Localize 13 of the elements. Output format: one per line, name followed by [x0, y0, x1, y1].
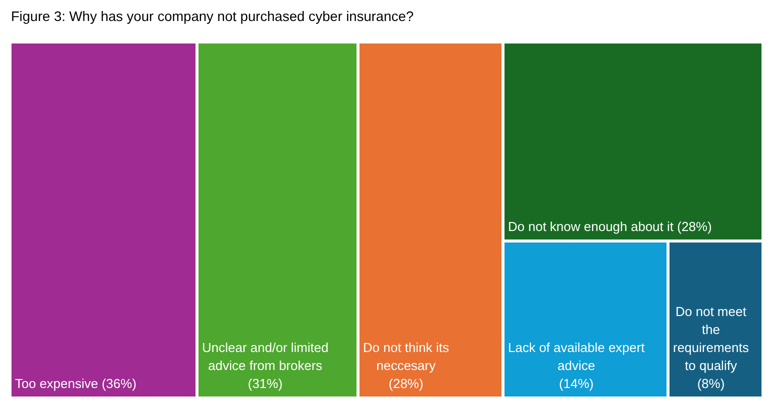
category-label: Too expensive [15, 376, 98, 391]
data-label: (36%) [102, 376, 136, 391]
data-label: (8%) [697, 376, 725, 391]
category-label: Do not think its neccesary [363, 340, 450, 373]
category-label: Lack of available expert advice [508, 340, 645, 373]
text: Figure 3: Why has your company not purchased cyber insurance? [11, 8, 414, 25]
data-label: (28%) [388, 376, 424, 391]
category-label: Do not know enough about it [508, 219, 674, 234]
category-label: Do not meet the requirements to qualify [673, 304, 750, 373]
data-label: (14%) [558, 376, 594, 391]
data-label: (31%) [248, 376, 283, 391]
data-label: (28%) [677, 219, 712, 234]
category-label: Unclear and/or limited advice from brokers [202, 340, 328, 373]
